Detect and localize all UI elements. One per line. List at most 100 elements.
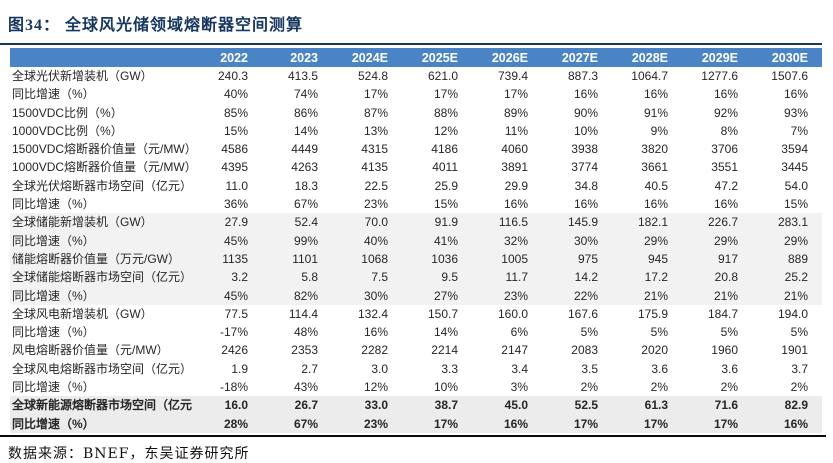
cell-value: 17% <box>612 414 682 433</box>
table-body: 全球光伏新增装机（GW） 240.3 413.5 524.8 621.0 739.4 887… <box>10 67 822 433</box>
table-row: 1500VDC比例（%） 85% 86% 87% 88% 89% 90% 91% 92% 93% <box>10 104 822 122</box>
cell-value: 27.9 <box>192 213 262 232</box>
cell-value: 45.0 <box>472 396 542 415</box>
cell-value: 160.0 <box>497 306 528 321</box>
cell-value: 4395 <box>221 160 248 175</box>
cell-value: 16.0 <box>192 396 262 415</box>
cell-value: 17% <box>542 414 612 433</box>
table-row: 全球风电新增装机（GW） 77.5 114.4 132.4 150.7 160.0 167.… <box>10 305 822 323</box>
cell-value: 16% <box>363 325 388 340</box>
cell-value: 10% <box>433 380 458 395</box>
cell-value: 3.6 <box>721 361 738 376</box>
cell-value: 3% <box>510 380 528 395</box>
cell-value: 23% <box>363 197 388 212</box>
cell-value: 2426 <box>221 343 248 358</box>
cell-value: 2% <box>790 380 808 395</box>
cell-value: 23% <box>472 286 542 305</box>
table-header-row: 2022 2023 2024E 2025E 2026E 2027E 2028E 2029E 20… <box>10 48 822 67</box>
cell-value: 3820 <box>641 142 668 157</box>
cell-value: 16% <box>472 414 542 433</box>
table-row: 全球光伏新增装机（GW） 240.3 413.5 524.8 621.0 739.4 887… <box>10 67 822 85</box>
cell-value: 29.9 <box>504 178 528 193</box>
year-column-header: 2030E <box>752 48 822 67</box>
cell-value: 15% <box>223 123 248 138</box>
cell-value: 413.5 <box>287 69 318 83</box>
cell-value: 16% <box>752 414 822 433</box>
cell-value: 11% <box>504 123 528 138</box>
cell-value: 4449 <box>291 142 318 157</box>
cell-value: 283.1 <box>752 213 822 232</box>
cell-value: 5% <box>720 325 738 340</box>
table-row: 1000VDC熔断器价值量（元/MW） 4395 4263 4135 4011 3891 3… <box>10 158 822 176</box>
cell-value: 11.7 <box>472 268 542 287</box>
cell-value: 52.5 <box>542 396 612 415</box>
data-source-note: 数据来源：BNEF，东吴证券研究所 <box>8 445 250 462</box>
cell-value: 77.5 <box>224 306 248 321</box>
cell-value: 28% <box>192 414 262 433</box>
row-label: 风电熔断器价值量（元/MW） <box>12 343 169 358</box>
cell-value: 17.2 <box>612 268 682 287</box>
cell-value: 4263 <box>291 160 318 175</box>
row-label: 1500VDC比例（%） <box>12 105 123 120</box>
cell-value: 25.2 <box>752 268 822 287</box>
cell-value: 1135 <box>192 249 262 269</box>
cell-value: 2% <box>720 380 738 395</box>
cell-value: 40.5 <box>644 178 668 193</box>
cell-value: 5.8 <box>262 268 332 287</box>
cell-value: 917 <box>682 249 752 269</box>
cell-value: 33.0 <box>332 396 402 415</box>
cell-value: 22.5 <box>364 178 388 193</box>
row-label: 1000VDC熔断器价值量（元/MW） <box>12 160 192 175</box>
title-divider-line <box>0 43 822 45</box>
cell-value: 2% <box>650 380 668 395</box>
cell-value: 2353 <box>291 343 318 358</box>
label-column-header <box>10 48 192 67</box>
cell-value: 3661 <box>641 160 668 175</box>
cell-value: 23% <box>332 414 402 433</box>
row-label: 同比增速（%） <box>12 380 95 395</box>
cell-value: 52.4 <box>262 213 332 232</box>
year-column-header: 2029E <box>682 48 752 67</box>
cell-value: 29% <box>752 231 822 250</box>
cell-value: 16% <box>573 197 598 212</box>
cell-value: 16% <box>783 87 808 102</box>
cell-value: 975 <box>542 249 612 269</box>
cell-value: 9.5 <box>402 268 472 287</box>
cell-value: 34.8 <box>574 178 598 193</box>
cell-value: 3.3 <box>441 361 458 376</box>
cell-value: 175.9 <box>637 306 668 321</box>
cell-value: 4186 <box>431 142 458 157</box>
table-row: 同比增速（%） 28% 67% 23% 17% 16% 17% 17% 17% 16% <box>10 414 822 433</box>
table-row: 全球储能熔断器市场空间（亿元） 3.2 5.8 7.5 9.5 11.7 14.2 17.2 2… <box>10 268 822 287</box>
row-label: 同比增速（%） <box>10 231 192 250</box>
cell-value: 1960 <box>711 343 738 358</box>
cell-value: 16% <box>713 87 738 102</box>
cell-value: 524.8 <box>357 69 388 83</box>
cell-value: 621.0 <box>427 69 458 83</box>
table-row: 同比增速（%） 36% 67% 23% 15% 16% 16% 16% 16% 15% <box>10 195 822 213</box>
cell-value: 13% <box>363 123 388 138</box>
cell-value: 45% <box>192 286 262 305</box>
cell-value: 82% <box>262 286 332 305</box>
row-label: 同比增速（%） <box>10 286 192 305</box>
cell-value: -17% <box>219 325 248 340</box>
cell-value: 3445 <box>781 160 808 175</box>
cell-value: 30% <box>542 231 612 250</box>
cell-value: 5% <box>790 325 808 340</box>
table-row: 1000VDC比例（%） 15% 14% 13% 12% 11% 10% 9% 8% 7% <box>10 122 822 140</box>
cell-value: 887.3 <box>567 69 598 83</box>
cell-value: 17% <box>433 87 458 102</box>
table-row: 同比增速（%） 45% 82% 30% 27% 23% 22% 21% 21% 21% <box>10 286 822 305</box>
cell-value: 91.9 <box>402 213 472 232</box>
cell-value: 5% <box>650 325 668 340</box>
row-label: 全球光伏熔断器市场空间（亿元） <box>12 178 192 193</box>
cell-value: 889 <box>752 249 822 269</box>
cell-value: 87% <box>363 105 388 120</box>
cell-value: 4011 <box>432 160 458 175</box>
cell-value: 5% <box>580 325 598 340</box>
cell-value: 150.7 <box>427 306 458 321</box>
row-label: 全球风电熔断器市场空间（亿元） <box>12 361 192 376</box>
cell-value: 11.0 <box>225 178 248 193</box>
cell-value: 21% <box>612 286 682 305</box>
cell-value: 70.0 <box>332 213 402 232</box>
